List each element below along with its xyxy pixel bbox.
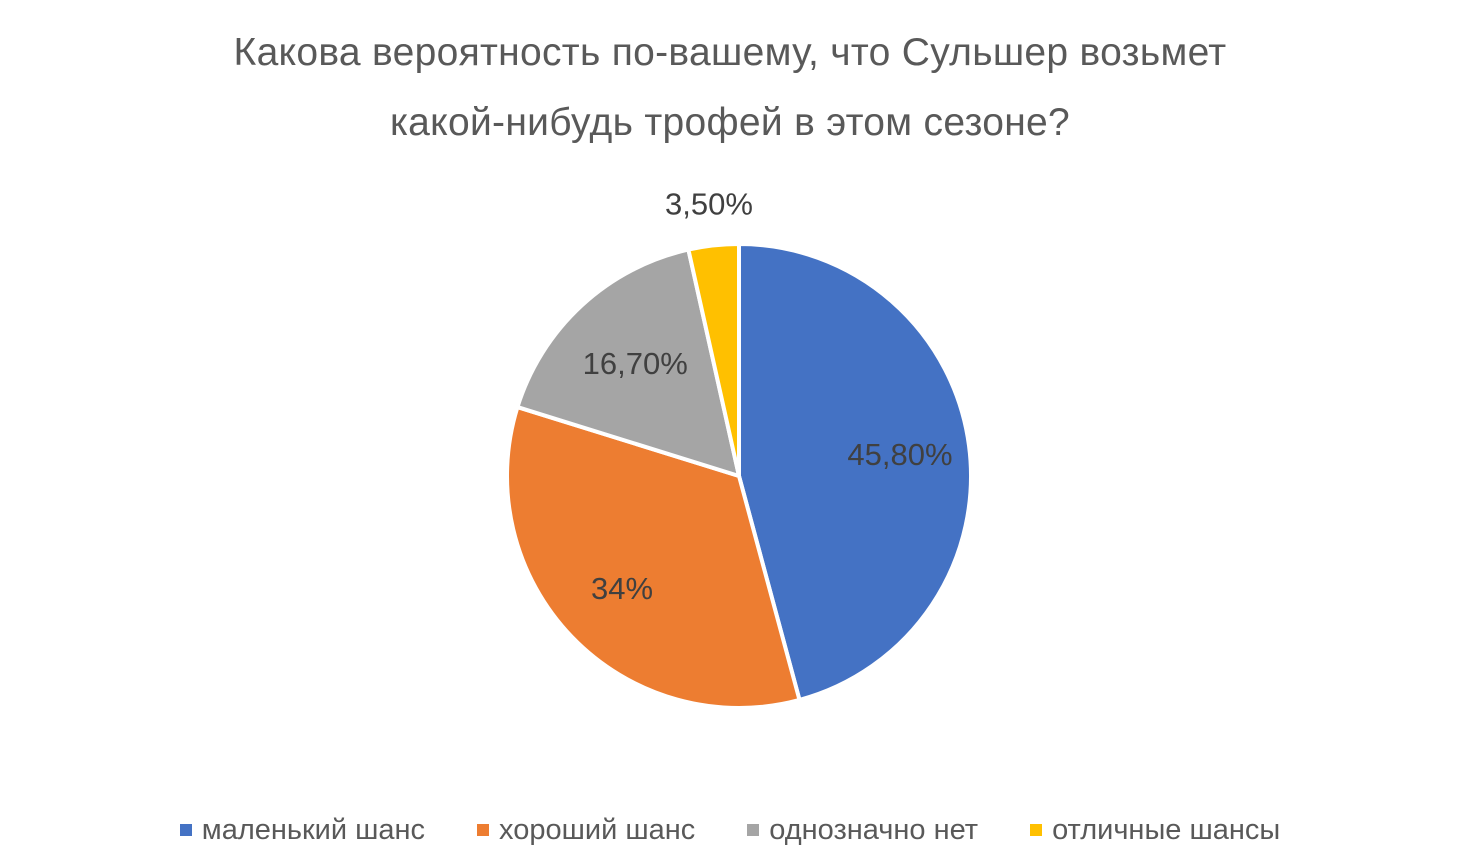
chart-title: Какова вероятность по-вашему, что Сульше… xyxy=(0,18,1460,158)
chart-title-line-2: какой-нибудь трофей в этом сезоне? xyxy=(389,101,1071,144)
legend-label-excellent-chances: отличные шансы xyxy=(1052,813,1281,846)
pie-slice-good-chance xyxy=(505,405,802,710)
pie-data-labels: 45,80% 34% 16,70% 3,50% xyxy=(583,186,953,606)
legend-label-definitely-not: однозначно нет xyxy=(769,813,979,846)
legend-swatch-good-chance xyxy=(477,824,490,836)
legend-item-good-chance: хороший шанс xyxy=(477,814,695,847)
legend-item-definitely-not: однозначно нет xyxy=(747,814,978,847)
legend-item-small-chance: маленький шанс xyxy=(179,813,426,847)
data-label-good-chance: 34% xyxy=(591,571,653,606)
pie-slice-small-chance xyxy=(737,242,973,702)
legend-label-good-chance: хороший шанс xyxy=(499,813,696,846)
data-label-small-chance: 45,80% xyxy=(847,437,952,472)
pie-slice-excellent-chances xyxy=(686,242,741,478)
data-label-excellent-chances: 3,50% xyxy=(665,186,753,221)
legend: маленький шанс хороший шанс однозначно н… xyxy=(0,808,1460,852)
pie-slice-definitely-not xyxy=(515,247,741,478)
chart-title-line-1: Какова вероятность по-вашему, что Сульше… xyxy=(233,31,1227,74)
pie-slices xyxy=(505,242,973,710)
data-label-definitely-not: 16,70% xyxy=(583,346,688,381)
legend-item-excellent-chances: отличные шансы xyxy=(1030,814,1280,847)
legend-swatch-small-chance xyxy=(179,824,192,836)
legend-swatch-definitely-not xyxy=(747,824,760,836)
legend-swatch-excellent-chances xyxy=(1030,824,1043,836)
legend-label-small-chance: маленький шанс xyxy=(201,813,426,846)
